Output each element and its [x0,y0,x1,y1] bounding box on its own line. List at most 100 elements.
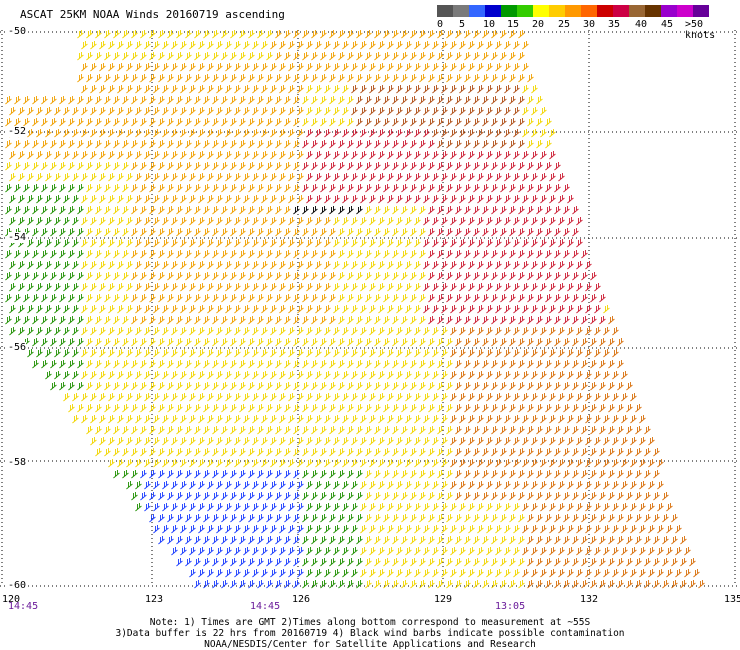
wind-barb [261,217,268,226]
wind-barb [428,184,435,193]
wind-barb [329,580,336,589]
wind-barb [248,250,255,259]
wind-barb [428,360,435,369]
wind-barb [266,140,273,149]
wind-barb [621,569,628,578]
wind-barb [491,448,498,457]
wind-barb [176,316,183,325]
wind-barb [279,569,286,578]
wind-barb [293,294,300,303]
wind-barb [324,327,331,336]
wind-barb [369,327,376,336]
wind-barb [698,580,705,589]
wind-barb [338,448,345,457]
wind-barb [239,250,246,259]
wind-barb [225,481,232,490]
wind-barb [387,481,394,490]
wind-barb [405,261,412,270]
wind-barb [144,415,151,424]
wind-barb [446,580,453,589]
wind-barb [171,459,178,468]
wind-barb [41,360,48,369]
wind-barb [45,371,52,380]
wind-barb [387,85,394,94]
wind-barb [351,327,358,336]
wind-barb [149,118,156,127]
wind-barb [387,415,394,424]
wind-barb [261,547,268,556]
wind-barb [396,437,403,446]
wind-barb [239,514,246,523]
wind-barb [590,470,597,479]
wind-barb [468,107,475,116]
wind-barb [527,360,534,369]
wind-barb [392,162,399,171]
wind-barb [536,580,543,589]
wind-barb [203,294,210,303]
scale-swatch [469,5,485,17]
wind-barb [293,492,300,501]
lat-lon-grid [0,30,738,587]
wind-barb [225,173,232,182]
wind-barb [509,96,516,105]
wind-barb [608,338,615,347]
wind-barb [590,426,597,435]
wind-barb [212,250,219,259]
wind-barb [513,327,520,336]
wind-barb [252,107,259,116]
wind-barb [306,305,313,314]
wind-barb [428,448,435,457]
wind-barb [176,96,183,105]
wind-barb [432,371,439,380]
wind-barb [189,459,196,468]
wind-barb [230,118,237,127]
wind-barb [315,547,322,556]
wind-barb [653,580,660,589]
wind-barb [225,437,232,446]
wind-barb [599,426,606,435]
wind-barb [59,272,66,281]
wind-barb [302,536,309,545]
wind-barb [158,184,165,193]
wind-barb [167,206,174,215]
wind-barb [455,426,462,435]
wind-barb [567,349,574,358]
wind-barb [162,349,169,358]
wind-barb [207,85,214,94]
wind-barb [333,349,340,358]
wind-barb [302,184,309,193]
wind-barb [491,30,498,39]
wind-barb [450,481,457,490]
wind-barb [432,547,439,556]
wind-barb [288,129,295,138]
wind-barb [225,261,232,270]
wind-barb [369,151,376,160]
wind-barb [95,74,102,83]
wind-barb [572,448,579,457]
wind-barb [450,371,457,380]
wind-barb [302,206,309,215]
wind-barb [59,316,66,325]
wind-barb [441,41,448,50]
wind-barb [153,217,160,226]
wind-barb [297,393,304,402]
wind-barb [122,118,129,127]
wind-barb [279,481,286,490]
wind-barb [414,217,421,226]
wind-barb [171,261,178,270]
wind-barb [446,272,453,281]
wind-barb [113,206,120,215]
wind-barb [414,41,421,50]
wind-barb [158,294,165,303]
wind-barb [54,349,61,358]
wind-barb [230,536,237,545]
wind-barb [504,283,511,292]
wind-barb [504,503,511,512]
wind-barb [626,536,633,545]
wind-barb [401,316,408,325]
wind-barb [468,239,475,248]
wind-barb [576,261,583,270]
wind-barb [509,140,516,149]
wind-barb [72,415,79,424]
wind-barb [396,569,403,578]
